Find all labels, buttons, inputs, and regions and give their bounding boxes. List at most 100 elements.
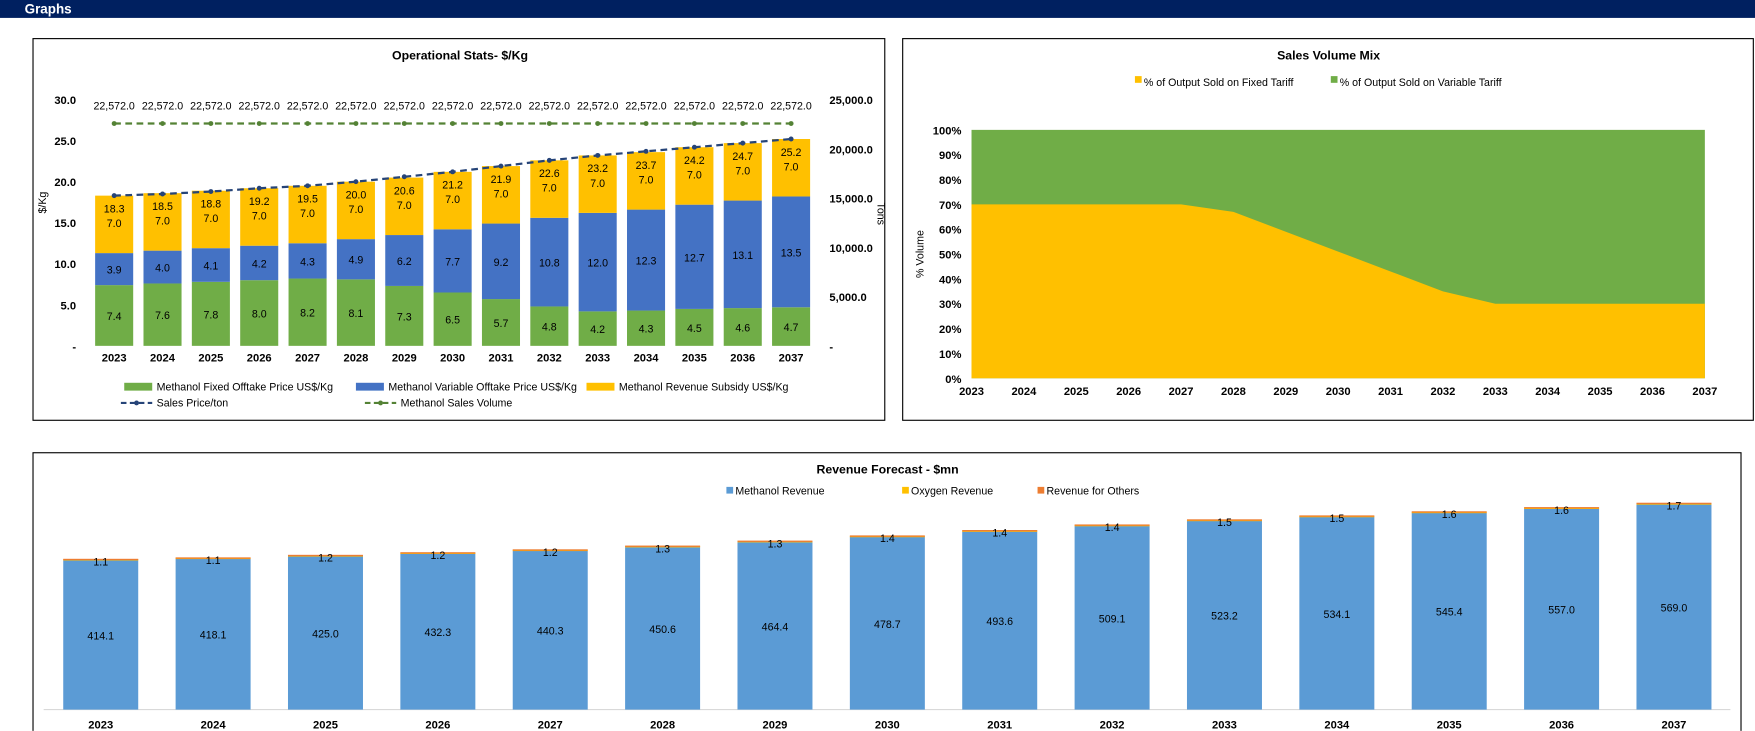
data-label-fixed: 7.8 [203, 309, 218, 321]
bar-others [63, 558, 139, 561]
bar-methanol [1299, 517, 1375, 710]
chart-title: Sales Volume Mix [1277, 48, 1380, 62]
data-label-methanol: 557.0 [1548, 605, 1575, 617]
data-label-volume: 22,572.0 [239, 101, 280, 113]
sales-volume-point [643, 121, 649, 126]
data-label-price: 25.2 [781, 147, 802, 159]
x-axis-tick-label: 2035 [1437, 720, 1462, 731]
y2-axis-tick-label: 20,000.0 [829, 144, 873, 156]
bar-variable [240, 245, 279, 281]
x-axis-tick-label: 2025 [1064, 386, 1089, 398]
sales-price-point [788, 136, 794, 142]
bar-subsidy [288, 185, 327, 244]
operational-stats-chart[interactable]: Operational Stats- $/Kg - 5.0 10.0 15.0 20.0 2… [32, 38, 886, 421]
y-axis-tick-label: 5.0 [61, 300, 77, 312]
sales-price-point [401, 174, 407, 180]
bar-subsidy [481, 166, 521, 224]
bar-variable [530, 217, 569, 307]
x-axis-tick-label: 2034 [1535, 386, 1561, 398]
data-label-fixed: 6.5 [445, 315, 460, 327]
sales-price-point [740, 140, 746, 146]
data-label-variable: 9.2 [494, 257, 509, 269]
data-label-methanol: 534.1 [1324, 609, 1351, 621]
bar-fixed [578, 311, 617, 346]
data-label-price: 18.3 [104, 203, 125, 215]
data-label-methanol: 432.3 [425, 627, 452, 639]
y-axis-tick-label: 50% [939, 250, 961, 262]
data-label-fixed: 8.0 [252, 308, 267, 320]
bar-methanol [400, 553, 476, 710]
bar-fixed [772, 307, 811, 346]
sales-price-point [160, 191, 165, 197]
legend-label: % of Output Sold on Variable Tariff [1340, 77, 1502, 89]
bar-others [625, 545, 701, 547]
sales-volume-point [450, 121, 456, 126]
bar-variable [772, 196, 811, 308]
bar-variable [288, 243, 327, 279]
data-label-variable: 10.8 [539, 258, 560, 270]
legend-label: Sales Price/ton [157, 397, 229, 409]
y-axis-tick-label: 20% [939, 324, 961, 336]
data-label-methanol: 464.4 [762, 621, 789, 633]
data-label-others: 1.4 [992, 528, 1007, 540]
data-label-fixed: 5.7 [494, 318, 509, 330]
revenue-forecast-svg: Revenue Forecast - $mn Methanol Revenue Ox… [43, 462, 1731, 731]
x-axis-tick-label: 2035 [1588, 386, 1613, 398]
data-label-variable: 12.3 [636, 256, 657, 268]
sales-price-point [691, 144, 697, 150]
data-label-volume: 22,572.0 [142, 101, 183, 113]
legend-swatch [124, 382, 153, 391]
data-label-volume: 22,572.0 [577, 101, 618, 113]
bar-fixed [385, 285, 424, 346]
x-axis-tick-label: 2037 [779, 353, 804, 365]
data-label-subsidy: 7.0 [590, 178, 605, 190]
x-axis-tick-label: 2029 [392, 353, 417, 365]
bar-fixed [530, 306, 569, 346]
data-label-variable: 12.0 [587, 258, 608, 270]
bar-methanol [1524, 508, 1600, 710]
data-label-fixed: 8.1 [349, 308, 364, 320]
legend-label: Methanol Variable Offtake Price US$/Kg [388, 382, 577, 394]
bar-methanol [625, 547, 701, 710]
data-label-fixed: 7.3 [397, 311, 412, 323]
sales-price-point [208, 189, 214, 195]
sales-volume-point [788, 121, 794, 126]
bar-subsidy [143, 193, 182, 251]
data-label-methanol: 478.7 [874, 619, 901, 631]
data-label-methanol: 509.1 [1099, 613, 1126, 625]
sales-volume-mix-chart[interactable]: Sales Volume Mix 0% 10% 20% 30% 40% 50% 60% 70% 8… [902, 38, 1754, 421]
data-label-subsidy: 7.0 [349, 204, 364, 216]
sales-volume-point [595, 121, 601, 126]
legend-swatch [902, 486, 909, 494]
data-label-volume: 22,572.0 [480, 101, 521, 113]
bar-methanol [1186, 520, 1262, 710]
bar-methanol [1074, 526, 1150, 710]
bar-others [962, 530, 1038, 532]
data-label-subsidy: 7.0 [397, 200, 412, 212]
y-axis-tick-label: 20.0 [54, 177, 76, 189]
data-label-volume: 22,572.0 [190, 101, 231, 113]
data-label-volume: 22,572.0 [335, 101, 376, 113]
revenue-forecast-chart[interactable]: Revenue Forecast - $mn Methanol Revenue Ox… [32, 452, 1742, 731]
y-axis-title: % Volume [914, 230, 926, 278]
bar-methanol [287, 556, 363, 710]
bar-variable [95, 253, 134, 286]
bar-others [1411, 511, 1487, 513]
data-label-subsidy: 7.0 [203, 213, 218, 225]
legend-label: Oxygen Revenue [911, 486, 993, 498]
bar-methanol [849, 536, 925, 710]
x-axis-tick-label: 2023 [102, 353, 127, 365]
x-axis-tick-label: 2026 [425, 720, 450, 731]
y2-axis-tick-label: 10,000.0 [829, 243, 873, 255]
data-label-variable: 6.2 [397, 256, 412, 268]
y-axis-tick-label: 15.0 [54, 218, 76, 230]
data-label-variable: 12.7 [684, 252, 705, 264]
data-label-others: 1.1 [93, 557, 108, 569]
data-label-price: 23.2 [587, 163, 608, 175]
bar-subsidy [627, 152, 666, 210]
data-label-subsidy: 7.0 [639, 174, 654, 186]
x-axis-tick-label: 2027 [538, 720, 563, 731]
sales-volume-point [691, 121, 697, 126]
sales-volume-point [546, 121, 552, 126]
bar-methanol [175, 558, 251, 710]
